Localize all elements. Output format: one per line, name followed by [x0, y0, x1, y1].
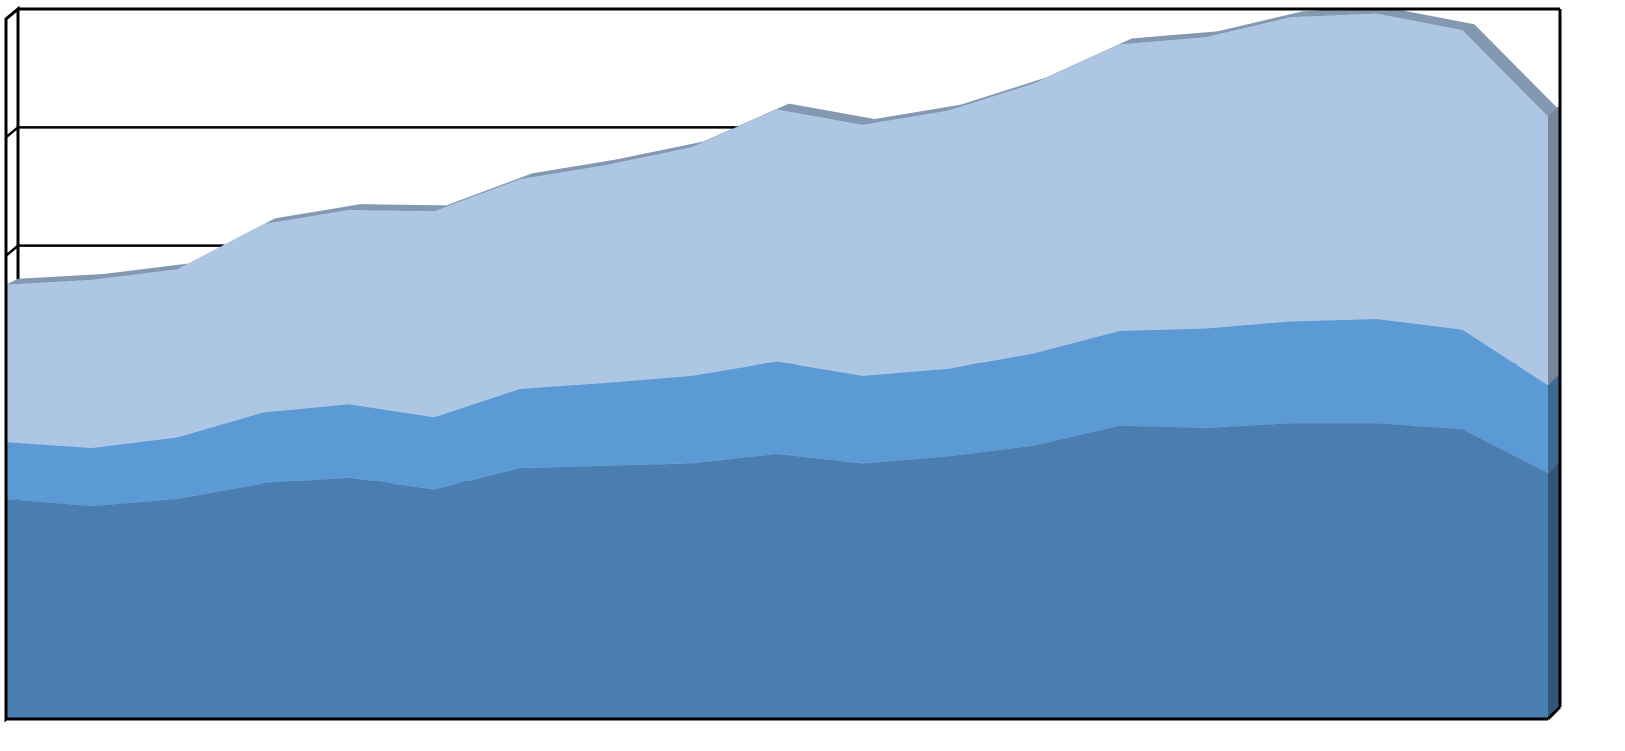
- area-series-2: [6, 319, 1548, 506]
- area-side-face: [1548, 373, 1560, 473]
- gridline-side: [5, 8, 19, 20]
- series-layer: [6, 7, 1560, 719]
- area-series-1: [6, 423, 1548, 719]
- frame-bottom-depth: [1546, 705, 1562, 721]
- area-series-3: [6, 13, 1548, 449]
- area-side-face: [1548, 104, 1560, 386]
- chart-frame: [4, 7, 1562, 721]
- area-side-face: [1548, 460, 1560, 719]
- gridline-side: [5, 126, 19, 139]
- gridline-side: [5, 244, 19, 257]
